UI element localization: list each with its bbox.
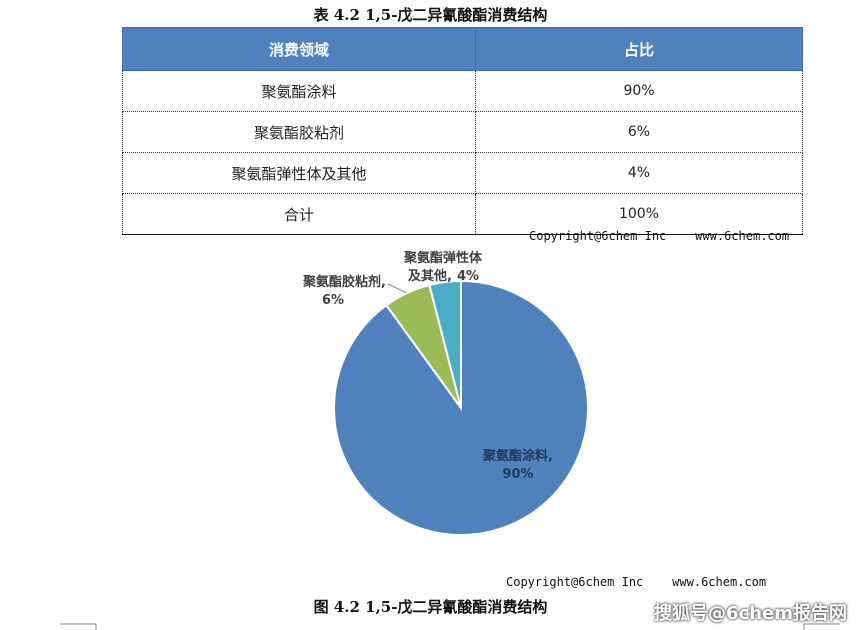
watermark: 搜狐号@6chem报告网: [654, 603, 847, 624]
page-corner-mark-right: [803, 623, 840, 630]
row-share: 6%: [475, 111, 803, 153]
header-field: 消费领域: [122, 27, 476, 71]
row-share: 90%: [475, 70, 803, 112]
pie-slice-2: [428, 279, 462, 409]
leader-lines: [387, 283, 408, 294]
pie-label-0: 聚氨酯涂料,: [482, 448, 553, 464]
page-corner-mark-left: [60, 623, 97, 630]
copyright-chart: Copyright@6chem Inc www.6chem.com: [506, 575, 767, 589]
pie-slices: [333, 279, 589, 536]
table-row: 聚氨酯胶粘剂 6%: [122, 111, 803, 153]
table-row: 聚氨酯涂料 90%: [122, 70, 803, 112]
row-field: 聚氨酯胶粘剂: [122, 111, 476, 153]
consumption-table: 消费领域 占比 聚氨酯涂料 90% 聚氨酯胶粘剂 6% 聚氨酯弹性体及其他 4%…: [122, 27, 803, 235]
row-field: 聚氨酯涂料: [122, 70, 476, 112]
table-title: 表 4.2 1,5-戊二异氰酸酯消费结构: [313, 6, 548, 24]
row-field: 聚氨酯弹性体及其他: [122, 152, 476, 194]
table-row: 聚氨酯弹性体及其他 4%: [122, 152, 803, 194]
header-share: 占比: [475, 27, 803, 71]
row-share: 4%: [475, 152, 803, 194]
pie-percent-1: 6%: [322, 293, 344, 308]
pie-label-2-line1: 聚氨酯弹性体: [403, 250, 483, 266]
table-row-total: 合计 100%: [122, 193, 803, 235]
pie-label-2-line2: 及其他,: [408, 268, 452, 284]
pie-label-1: 聚氨酯胶粘剂,: [302, 274, 386, 290]
leader-line-1: [387, 283, 408, 294]
row-field: 合计: [122, 193, 476, 235]
pie-labels: 聚氨酯涂料, 90% 聚氨酯胶粘剂, 6% 聚氨酯弹性体及其他, 4%: [302, 250, 553, 482]
table-header-row: 消费领域 占比: [122, 27, 803, 71]
pie-percent-0: 90%: [502, 467, 533, 482]
pie-percent-2: 4%: [457, 269, 479, 284]
figure-title: 图 4.2 1,5-戊二异氰酸酯消费结构: [313, 598, 548, 616]
copyright-table: Copyright@6chem Inc www.6chem.com: [529, 229, 790, 243]
row-share: 100%: [475, 193, 803, 235]
